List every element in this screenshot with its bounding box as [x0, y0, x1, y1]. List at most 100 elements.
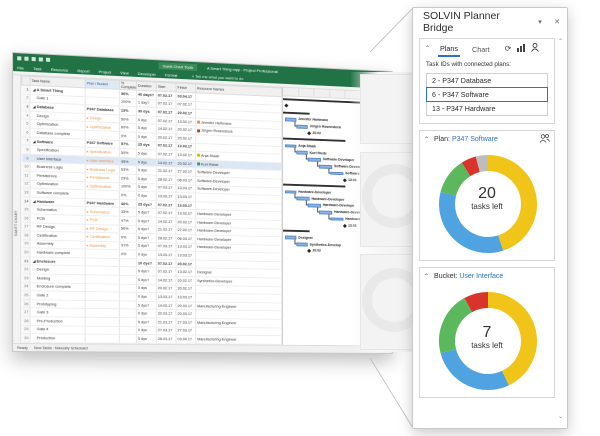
- plan-donut-segment-grey[interactable]: [475, 155, 489, 173]
- ribbon-tab-resource[interactable]: Resource: [50, 66, 69, 73]
- row-number[interactable]: 29: [21, 325, 31, 334]
- gantt-milestone[interactable]: [307, 131, 312, 136]
- row-number[interactable]: 27: [21, 308, 31, 317]
- start-cell[interactable]: 27.03.17: [156, 326, 177, 336]
- pane-options-dropdown[interactable]: ▾: [538, 18, 542, 26]
- ribbon-tab-developer[interactable]: Developer: [137, 70, 156, 77]
- duration-cell[interactable]: 5 dys: [136, 334, 157, 344]
- plan-list-item[interactable]: 13 - P347 Hardware: [426, 101, 548, 116]
- percent-complete-cell[interactable]: [119, 309, 137, 318]
- gantt-summary-bar[interactable]: [283, 183, 346, 188]
- column-header[interactable]: % Complete: [119, 80, 137, 91]
- row-number[interactable]: 19: [21, 239, 31, 249]
- gantt-milestone[interactable]: [342, 223, 347, 228]
- plan-donut-segment-yellow[interactable]: [487, 155, 537, 251]
- user-icon[interactable]: [531, 43, 540, 54]
- gantt-summary-bar[interactable]: [283, 111, 310, 115]
- duration-cell[interactable]: 0 dys: [136, 292, 157, 302]
- team-icon[interactable]: [539, 134, 550, 145]
- tab-chart[interactable]: Chart: [472, 44, 490, 54]
- percent-complete-cell[interactable]: 0%: [119, 250, 137, 259]
- bucket-donut-segment-blue[interactable]: [440, 348, 509, 390]
- start-cell[interactable]: 14.03.17: [156, 301, 177, 310]
- collapse-caret-icon[interactable]: ⌃: [425, 46, 431, 52]
- finish-cell[interactable]: 20.03.17: [176, 309, 196, 319]
- row-number[interactable]: 8: [21, 145, 31, 154]
- start-cell[interactable]: 07.02.17: [156, 259, 177, 268]
- scroll-up-icon[interactable]: ⌃: [558, 39, 564, 45]
- finish-cell[interactable]: 20.03.17: [176, 301, 196, 311]
- row-number[interactable]: 4: [21, 110, 31, 120]
- chart-icon[interactable]: [517, 43, 526, 54]
- finish-cell[interactable]: 13.02.17: [176, 267, 196, 277]
- row-number[interactable]: 9: [21, 153, 31, 163]
- start-cell[interactable]: 14.02.17: [156, 276, 177, 285]
- finish-cell[interactable]: 27.03.17: [176, 326, 196, 336]
- duration-cell[interactable]: 5 dys?: [136, 300, 157, 310]
- percent-complete-cell[interactable]: [119, 334, 137, 344]
- duration-cell[interactable]: 5 dys?: [136, 267, 157, 277]
- percent-complete-cell[interactable]: [119, 317, 137, 327]
- row-number[interactable]: 30: [21, 333, 31, 343]
- plan-bucket-cell[interactable]: [85, 334, 120, 344]
- row-number[interactable]: 5: [21, 119, 31, 129]
- duration-cell[interactable]: 5 dys?: [136, 317, 157, 327]
- plan-list-item[interactable]: 6 - P347 Software: [426, 87, 548, 102]
- start-cell[interactable]: 13.03.17: [156, 292, 177, 302]
- row-number[interactable]: 25: [21, 290, 31, 300]
- ribbon-tab-file[interactable]: File: [17, 64, 24, 71]
- row-number[interactable]: 1: [21, 84, 31, 94]
- duration-cell[interactable]: 0 dys: [136, 326, 157, 335]
- row-number[interactable]: 21: [21, 256, 31, 266]
- column-header[interactable]: [21, 75, 31, 86]
- duration-cell[interactable]: 0 dys: [136, 284, 157, 293]
- ribbon-tab-view[interactable]: View: [120, 69, 129, 76]
- plan-bucket-cell[interactable]: [85, 325, 120, 335]
- gantt-summary-bar[interactable]: [283, 229, 310, 233]
- start-cell[interactable]: 21.03.17: [156, 318, 177, 327]
- row-number[interactable]: 11: [21, 170, 31, 180]
- tab-plans[interactable]: Plans: [438, 41, 461, 57]
- plan-donut-segment-blue[interactable]: [439, 191, 504, 253]
- duration-cell[interactable]: 5 dys?: [136, 275, 157, 285]
- row-number[interactable]: 23: [21, 273, 31, 283]
- gantt-milestone[interactable]: [342, 178, 347, 183]
- collapse-caret-icon[interactable]: ⌃: [424, 274, 430, 280]
- finish-cell[interactable]: 03.04.17: [176, 335, 196, 344]
- row-number[interactable]: 3: [21, 102, 31, 112]
- percent-complete-cell[interactable]: [119, 258, 137, 268]
- row-number[interactable]: 22: [21, 265, 31, 274]
- percent-complete-cell[interactable]: [119, 300, 137, 310]
- finish-cell[interactable]: 20.02.17: [176, 259, 196, 269]
- percent-complete-cell[interactable]: [119, 326, 137, 335]
- row-number[interactable]: 28: [21, 316, 31, 326]
- plan-bucket-cell[interactable]: [85, 317, 120, 327]
- task-name-cell[interactable]: Production: [30, 333, 86, 343]
- percent-complete-cell[interactable]: [119, 275, 137, 285]
- start-cell[interactable]: 20.02.17: [156, 284, 177, 294]
- finish-cell[interactable]: 13.03.17: [176, 251, 196, 260]
- ribbon-tab-report[interactable]: Report: [77, 67, 90, 74]
- row-number[interactable]: 16: [21, 213, 31, 223]
- gantt-task-bar[interactable]: [296, 242, 308, 247]
- row-number[interactable]: 13: [21, 187, 31, 197]
- row-number[interactable]: 18: [21, 230, 31, 240]
- ribbon-tab-format[interactable]: Format: [164, 71, 178, 78]
- scroll-down-icon[interactable]: ⌄: [558, 414, 564, 420]
- gantt-task-bar[interactable]: [330, 217, 344, 222]
- plan-donut-segment-green[interactable]: [440, 162, 471, 197]
- collapse-caret-icon[interactable]: ⌃: [424, 137, 430, 143]
- percent-complete-cell[interactable]: [119, 283, 137, 293]
- row-number[interactable]: 10: [21, 162, 31, 172]
- pane-scrollbar[interactable]: ⌃ ⌄: [557, 38, 565, 420]
- bucket-donut-segment-yellow[interactable]: [487, 292, 537, 386]
- row-number[interactable]: 2: [21, 93, 31, 103]
- duration-cell[interactable]: 10 dys?: [136, 258, 157, 268]
- gantt-milestone[interactable]: [284, 103, 289, 109]
- refresh-icon[interactable]: ⟳: [504, 44, 512, 53]
- pane-close-button[interactable]: ✕: [554, 18, 560, 26]
- percent-complete-cell[interactable]: [119, 266, 137, 276]
- resource-cell[interactable]: Manufacturing-Engineer: [195, 335, 282, 345]
- gantt-summary-bar[interactable]: [283, 137, 346, 143]
- finish-cell[interactable]: 20.02.17: [176, 284, 196, 294]
